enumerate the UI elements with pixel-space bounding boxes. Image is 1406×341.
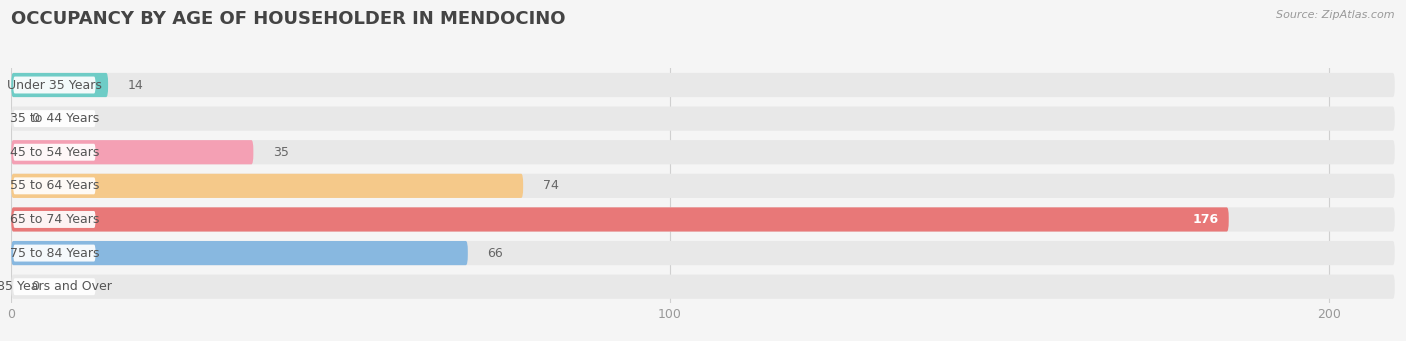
Text: 74: 74	[543, 179, 558, 192]
Text: 75 to 84 Years: 75 to 84 Years	[10, 247, 100, 260]
FancyBboxPatch shape	[11, 140, 1395, 164]
FancyBboxPatch shape	[11, 207, 1395, 232]
Text: 176: 176	[1192, 213, 1219, 226]
FancyBboxPatch shape	[13, 278, 96, 295]
Text: Under 35 Years: Under 35 Years	[7, 78, 101, 91]
Text: 35 to 44 Years: 35 to 44 Years	[10, 112, 98, 125]
FancyBboxPatch shape	[13, 144, 96, 161]
FancyBboxPatch shape	[11, 73, 1395, 97]
Text: 14: 14	[128, 78, 143, 91]
Text: 45 to 54 Years: 45 to 54 Years	[10, 146, 98, 159]
FancyBboxPatch shape	[11, 275, 1395, 299]
FancyBboxPatch shape	[11, 106, 1395, 131]
Text: Source: ZipAtlas.com: Source: ZipAtlas.com	[1277, 10, 1395, 20]
FancyBboxPatch shape	[11, 241, 1395, 265]
FancyBboxPatch shape	[13, 211, 96, 228]
Text: OCCUPANCY BY AGE OF HOUSEHOLDER IN MENDOCINO: OCCUPANCY BY AGE OF HOUSEHOLDER IN MENDO…	[11, 10, 565, 28]
FancyBboxPatch shape	[11, 73, 108, 97]
FancyBboxPatch shape	[11, 207, 1229, 232]
Text: 0: 0	[31, 280, 39, 293]
FancyBboxPatch shape	[13, 110, 96, 127]
FancyBboxPatch shape	[11, 174, 1395, 198]
Text: 0: 0	[31, 112, 39, 125]
FancyBboxPatch shape	[13, 177, 96, 194]
FancyBboxPatch shape	[13, 76, 96, 93]
Text: 65 to 74 Years: 65 to 74 Years	[10, 213, 98, 226]
Text: 66: 66	[488, 247, 503, 260]
FancyBboxPatch shape	[13, 244, 96, 262]
Text: 85 Years and Over: 85 Years and Over	[0, 280, 112, 293]
FancyBboxPatch shape	[11, 140, 253, 164]
Text: 55 to 64 Years: 55 to 64 Years	[10, 179, 98, 192]
FancyBboxPatch shape	[11, 241, 468, 265]
FancyBboxPatch shape	[11, 174, 523, 198]
Text: 35: 35	[273, 146, 290, 159]
